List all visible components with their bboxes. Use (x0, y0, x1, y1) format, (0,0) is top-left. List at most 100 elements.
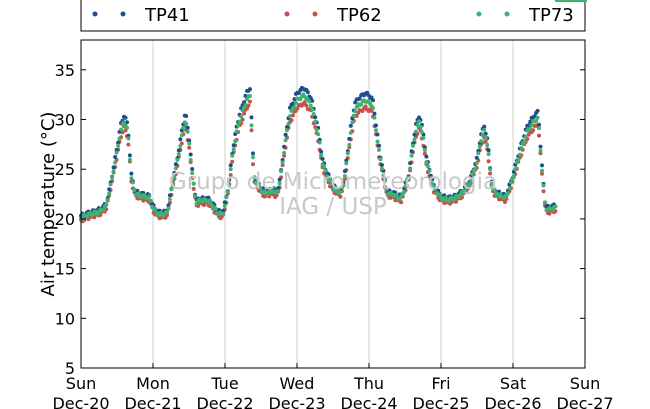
data-point (489, 182, 494, 187)
data-point (176, 152, 181, 157)
data-point (513, 167, 518, 172)
data-point (541, 183, 546, 188)
data-point (480, 132, 485, 137)
data-point (372, 111, 377, 116)
data-point (256, 182, 261, 187)
data-point (249, 115, 254, 120)
data-point (507, 186, 512, 191)
data-point (467, 182, 472, 187)
data-point (526, 123, 531, 128)
data-point (427, 168, 432, 173)
data-point (279, 169, 284, 174)
series-tp73 (79, 0, 587, 222)
data-point (319, 149, 324, 154)
data-point (107, 187, 112, 192)
data-point (184, 114, 189, 118)
data-point (474, 155, 479, 160)
data-point (170, 181, 175, 186)
data-point (188, 152, 193, 157)
data-point (285, 128, 289, 133)
data-point (511, 174, 516, 178)
data-point (165, 213, 169, 218)
data-point (228, 173, 233, 177)
data-point (237, 119, 242, 124)
legend-box (80, 0, 586, 32)
data-point (433, 187, 438, 191)
data-point (468, 178, 473, 183)
data-point (110, 175, 115, 180)
legend-label: TP41 (144, 5, 190, 26)
data-point (147, 194, 152, 199)
data-point (127, 157, 132, 162)
legend-label: TP73 (528, 5, 574, 26)
data-point (313, 115, 318, 120)
data-point (514, 160, 519, 165)
data-point (553, 204, 558, 209)
data-point (510, 177, 515, 182)
x-tick-day-label: Mon (136, 374, 170, 393)
data-point (307, 99, 312, 104)
data-point (231, 147, 236, 152)
data-point (107, 191, 112, 196)
data-point (187, 138, 192, 143)
data-point (288, 114, 292, 119)
y-tick-label: 35 (55, 61, 75, 80)
data-point (505, 191, 510, 196)
data-point (258, 186, 263, 191)
x-tick-date-label: Dec-26 (484, 394, 541, 409)
data-point (348, 130, 353, 135)
data-point (213, 206, 218, 211)
data-point (116, 140, 121, 145)
data-point (165, 210, 169, 215)
data-point (482, 124, 487, 129)
data-point (243, 93, 248, 98)
data-point (374, 123, 378, 128)
data-point (101, 208, 106, 213)
data-point (242, 111, 247, 116)
data-point (483, 139, 488, 144)
data-point (406, 175, 411, 180)
data-point (379, 163, 384, 167)
data-point (119, 127, 123, 132)
data-point (310, 107, 315, 112)
data-point (251, 155, 255, 160)
legend-marker (284, 11, 290, 17)
data-point (371, 106, 375, 111)
data-point (522, 139, 527, 144)
data-point (534, 119, 539, 123)
watermark-line-1: Grupo de Micrometeorologia (169, 169, 497, 195)
data-point (153, 207, 158, 212)
x-tick-day-label: Sun (66, 374, 96, 393)
x-tick-date-label: Dec-25 (412, 394, 469, 409)
data-point (382, 179, 387, 183)
legend-item-tp62: TP62 (284, 5, 382, 26)
data-point (167, 197, 172, 201)
data-point (517, 152, 522, 157)
data-point (132, 188, 137, 192)
data-point (130, 180, 135, 185)
data-point (537, 126, 541, 131)
legend-item-tp41: TP41 (92, 5, 190, 26)
data-point (394, 193, 399, 198)
data-point (305, 90, 310, 95)
data-point (190, 176, 195, 181)
data-point (412, 137, 417, 142)
data-point (399, 200, 404, 205)
legend: TP41 TP62 TP73 (80, 0, 586, 32)
data-point (111, 169, 116, 174)
data-point (252, 175, 257, 180)
data-point (285, 125, 289, 129)
legend-marker (312, 11, 318, 17)
data-point (277, 181, 282, 186)
data-point (523, 134, 528, 139)
data-point (127, 153, 132, 158)
x-tick-date-label: Dec-22 (196, 394, 253, 409)
data-point (408, 161, 413, 166)
data-point (529, 123, 534, 128)
x-tick-day-label: Sun (570, 374, 600, 393)
legend-item-tp73: TP73 (476, 5, 574, 26)
data-point (543, 200, 547, 205)
data-point (249, 123, 254, 128)
data-point (377, 143, 381, 148)
data-point (276, 186, 281, 190)
